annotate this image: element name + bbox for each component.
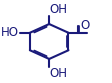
Text: HO: HO	[1, 26, 19, 39]
Text: OH: OH	[50, 3, 68, 16]
Text: O: O	[80, 19, 90, 32]
Text: OH: OH	[50, 67, 68, 80]
